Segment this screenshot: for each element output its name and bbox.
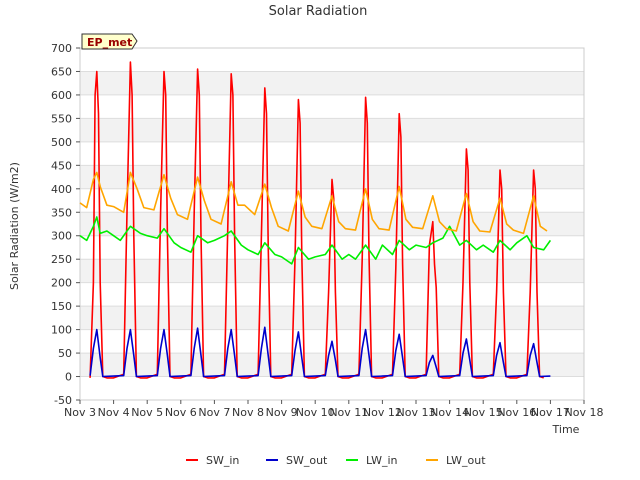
plot-frame [79,47,585,401]
x-tick-label: Nov 16 [497,406,536,419]
y-tick-label: 50 [58,347,72,360]
grid-band [80,165,584,189]
x-tick-label: Nov 5 [131,406,163,419]
site-badge-label: EP_met [87,36,132,49]
legend-label: LW_out [446,454,486,467]
series-line-lw-out [79,171,548,235]
grid-band [80,353,584,377]
series-line-sw-out [89,326,551,378]
x-tick-label: Nov 6 [165,406,197,419]
y-tick-label: 500 [51,136,72,149]
y-tick-label: -50 [54,394,72,407]
series-line-lw-in [79,216,552,265]
y-tick-label: 450 [51,159,72,172]
x-tick-label: Nov 3 [64,406,96,419]
y-tick-label: 250 [51,253,72,266]
grid-band [80,259,584,283]
x-axis-label: Time [552,423,580,436]
y-axis-label: Solar Radiation (W/m2) [8,162,21,290]
y-tick-label: 400 [51,183,72,196]
x-tick-label: Nov 10 [296,406,335,419]
y-tick-label: 350 [51,206,72,219]
grid-band [80,306,584,330]
series-line-sw-in [89,61,544,379]
legend-label: SW_out [286,454,328,467]
x-tick-label: Nov 17 [531,406,570,419]
grid-band [80,212,584,236]
x-tick-label: Nov 4 [98,406,130,419]
x-tick-label: Nov 14 [430,406,469,419]
x-tick-label: Nov 9 [266,406,298,419]
x-tick-label: Nov 13 [397,406,436,419]
y-tick-label: 700 [51,42,72,55]
legend-label: LW_in [366,454,398,467]
x-tick-label: Nov 15 [464,406,503,419]
grid-band [80,118,584,142]
grid-band [80,71,584,95]
x-tick-label: Nov 12 [363,406,402,419]
y-axis-ticks: -50 0 50 100 150 200 250 300 350 400 450 500 550 600 6… [51,42,80,407]
y-tick-label: 200 [51,277,72,290]
legend: SW_in SW_out LW_in LW_out [186,454,486,467]
series-layer [79,61,552,379]
x-tick-label: Nov 8 [232,406,264,419]
x-tick-label: Nov 7 [198,406,230,419]
legend-label: SW_in [206,454,239,467]
y-tick-label: 300 [51,230,72,243]
x-tick-label: Nov 18 [565,406,604,419]
chart-title: Solar Radiation [269,4,368,19]
x-tick-label: Nov 11 [329,406,368,419]
site-badge: EP_met [81,33,138,50]
y-tick-label: 600 [51,89,72,102]
y-tick-label: 100 [51,324,72,337]
y-tick-label: 0 [65,371,72,384]
y-tick-label: 150 [51,300,72,313]
y-tick-label: 550 [51,112,72,125]
y-tick-label: 650 [51,65,72,78]
grid-bands [80,71,584,377]
